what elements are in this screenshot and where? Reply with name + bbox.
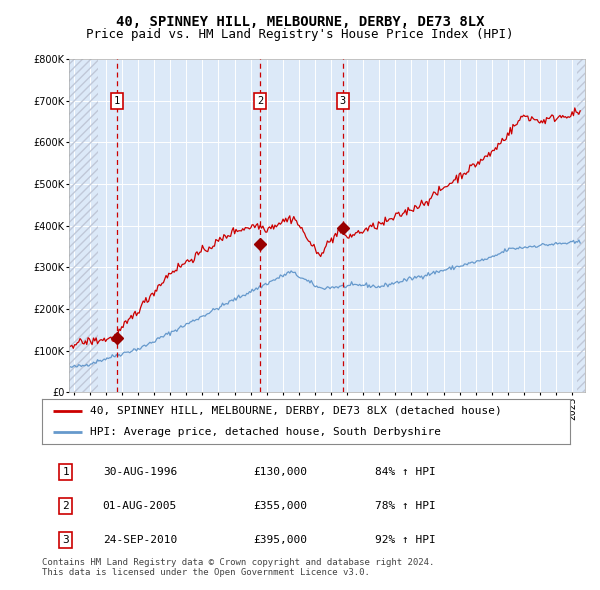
Text: 1: 1 <box>62 467 69 477</box>
Text: Contains HM Land Registry data © Crown copyright and database right 2024.
This d: Contains HM Land Registry data © Crown c… <box>42 558 434 577</box>
Text: 40, SPINNEY HILL, MELBOURNE, DERBY, DE73 8LX (detached house): 40, SPINNEY HILL, MELBOURNE, DERBY, DE73… <box>89 406 501 416</box>
Bar <box>69 59 98 392</box>
Text: 84% ↑ HPI: 84% ↑ HPI <box>374 467 436 477</box>
Text: £130,000: £130,000 <box>253 467 307 477</box>
Text: 2: 2 <box>257 96 263 106</box>
Text: 3: 3 <box>340 96 346 106</box>
Text: 3: 3 <box>62 535 69 545</box>
Bar <box>577 59 585 392</box>
Text: 01-AUG-2005: 01-AUG-2005 <box>103 501 177 511</box>
Text: 40, SPINNEY HILL, MELBOURNE, DERBY, DE73 8LX: 40, SPINNEY HILL, MELBOURNE, DERBY, DE73… <box>116 15 484 29</box>
Text: 24-SEP-2010: 24-SEP-2010 <box>103 535 177 545</box>
Text: HPI: Average price, detached house, South Derbyshire: HPI: Average price, detached house, Sout… <box>89 427 440 437</box>
Text: £395,000: £395,000 <box>253 535 307 545</box>
Text: £355,000: £355,000 <box>253 501 307 511</box>
Text: 92% ↑ HPI: 92% ↑ HPI <box>374 535 436 545</box>
Text: 1: 1 <box>113 96 120 106</box>
Text: 78% ↑ HPI: 78% ↑ HPI <box>374 501 436 511</box>
Text: Price paid vs. HM Land Registry's House Price Index (HPI): Price paid vs. HM Land Registry's House … <box>86 28 514 41</box>
Text: 2: 2 <box>62 501 69 511</box>
Text: 30-AUG-1996: 30-AUG-1996 <box>103 467 177 477</box>
